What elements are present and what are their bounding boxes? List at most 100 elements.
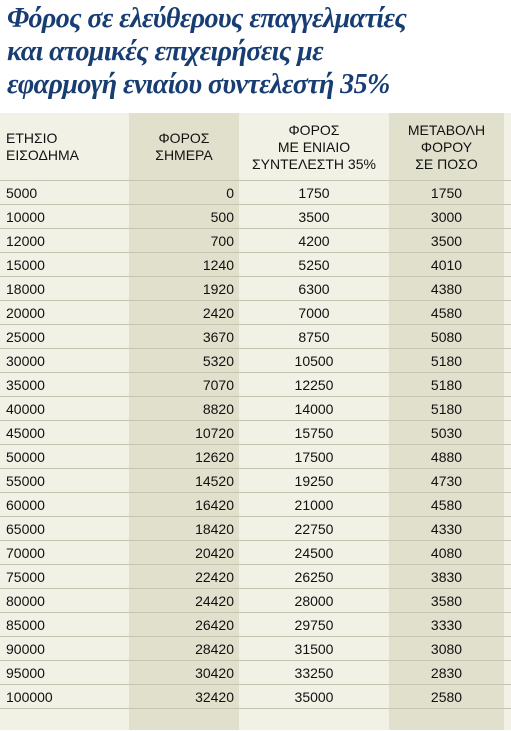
table-row: 100000 32420 35000 2580 xyxy=(0,685,511,709)
table-row: 85000 26420 29750 3330 xyxy=(0,613,511,637)
cell-tax-change: 4010 xyxy=(430,257,463,273)
cell-tax-change: 3500 xyxy=(430,233,463,249)
cell-current-tax: 16420 xyxy=(195,497,234,513)
table-row: 5000 0 1750 1750 xyxy=(0,181,511,205)
cell-flat-rate-tax: 4200 xyxy=(298,233,330,249)
cell-tax-change: 4580 xyxy=(430,497,463,513)
cell-tax-change: 5180 xyxy=(430,353,463,369)
header-current-tax: ΦΟΡΟΣ ΣΗΜΕΡΑ xyxy=(129,113,239,181)
row-divider xyxy=(0,708,511,709)
cell-flat-rate-tax: 26250 xyxy=(294,569,334,585)
header-income: ΕΤΗΣΙΟ ΕΙΣΟΔΗΜΑ xyxy=(6,113,126,181)
cell-flat-rate-tax: 24500 xyxy=(294,545,334,561)
table-row: 15000 1240 5250 4010 xyxy=(0,253,511,277)
cell-income: 90000 xyxy=(6,641,45,657)
cell-flat-rate-tax: 10500 xyxy=(294,353,334,369)
cell-current-tax: 30420 xyxy=(195,665,234,681)
cell-current-tax: 3670 xyxy=(202,329,234,345)
table-row: 30000 5320 10500 5180 xyxy=(0,349,511,373)
row-divider xyxy=(0,372,511,373)
cell-tax-change: 3580 xyxy=(430,593,463,609)
cell-income: 25000 xyxy=(6,329,45,345)
header-line: ΣΕ ΠΟΣΟ xyxy=(415,155,478,172)
cell-tax-change: 5180 xyxy=(430,401,463,417)
cell-flat-rate-tax: 33250 xyxy=(294,665,334,681)
title: Φόρος σε ελεύθερους επαγγελματίες και ατ… xyxy=(7,2,507,101)
cell-flat-rate-tax: 8750 xyxy=(298,329,330,345)
cell-tax-change: 5030 xyxy=(430,425,463,441)
cell-current-tax: 10720 xyxy=(195,425,234,441)
table-row: 75000 22420 26250 3830 xyxy=(0,565,511,589)
header-line: ΜΕΤΑΒΟΛΗ xyxy=(407,121,486,138)
header-flat-rate-tax: ΦΟΡΟΣ ΜΕ ΕΝΙΑΙΟ ΣΥΝΤΕΛΕΣΤΗ 35% xyxy=(239,113,389,181)
row-divider xyxy=(0,348,511,349)
cell-flat-rate-tax: 21000 xyxy=(294,497,334,513)
cell-income: 70000 xyxy=(6,545,45,561)
row-divider xyxy=(0,276,511,277)
cell-current-tax: 500 xyxy=(210,209,234,225)
cell-current-tax: 5320 xyxy=(202,353,234,369)
cell-tax-change: 5080 xyxy=(430,329,463,345)
header-line: ΦΟΡΟΣ xyxy=(288,121,340,138)
cell-income: 100000 xyxy=(6,689,53,705)
cell-income: 65000 xyxy=(6,521,45,537)
row-divider xyxy=(0,444,511,445)
cell-income: 40000 xyxy=(6,401,45,417)
row-divider xyxy=(0,516,511,517)
cell-flat-rate-tax: 5250 xyxy=(298,257,330,273)
cell-current-tax: 700 xyxy=(210,233,234,249)
table-row: 25000 3670 8750 5080 xyxy=(0,325,511,349)
row-divider xyxy=(0,588,511,589)
cell-tax-change: 4880 xyxy=(430,449,463,465)
cell-tax-change: 5180 xyxy=(430,377,463,393)
row-divider xyxy=(0,180,511,181)
header-line: ΕΤΗΣΙΟ xyxy=(6,130,58,146)
header-line: ΣΥΝΤΕΛΕΣΤΗ 35% xyxy=(252,155,376,172)
cell-flat-rate-tax: 22750 xyxy=(294,521,334,537)
cell-flat-rate-tax: 3500 xyxy=(298,209,330,225)
cell-income: 95000 xyxy=(6,665,45,681)
cell-current-tax: 24420 xyxy=(195,593,234,609)
cell-flat-rate-tax: 12250 xyxy=(294,377,334,393)
title-line: εφαρμογή ενιαίου συντελεστή 35% xyxy=(7,69,390,100)
cell-income: 15000 xyxy=(6,257,45,273)
row-divider xyxy=(0,540,511,541)
cell-tax-change: 4380 xyxy=(430,281,463,297)
cell-current-tax: 26420 xyxy=(195,617,234,633)
cell-income: 55000 xyxy=(6,473,45,489)
row-divider xyxy=(0,684,511,685)
table-row: 35000 7070 12250 5180 xyxy=(0,373,511,397)
row-divider xyxy=(0,660,511,661)
cell-income: 45000 xyxy=(6,425,45,441)
table-row: 95000 30420 33250 2830 xyxy=(0,661,511,685)
title-line: Φόρος σε ελεύθερους επαγγελματίες xyxy=(7,3,407,34)
header-line: ΣΗΜΕΡΑ xyxy=(155,147,213,163)
cell-tax-change: 3080 xyxy=(430,641,463,657)
cell-flat-rate-tax: 1750 xyxy=(298,185,330,201)
row-divider xyxy=(0,612,511,613)
row-divider xyxy=(0,252,511,253)
cell-income: 30000 xyxy=(6,353,45,369)
header-tax-change: ΜΕΤΑΒΟΛΗ ΦΟΡΟΥ ΣΕ ΠΟΣΟ xyxy=(389,113,504,181)
cell-income: 60000 xyxy=(6,497,45,513)
row-divider xyxy=(0,324,511,325)
row-divider xyxy=(0,420,511,421)
header-line: ΕΙΣΟΔΗΜΑ xyxy=(6,147,79,163)
table-row: 40000 8820 14000 5180 xyxy=(0,397,511,421)
cell-current-tax: 28420 xyxy=(195,641,234,657)
cell-income: 85000 xyxy=(6,617,45,633)
cell-income: 20000 xyxy=(6,305,45,321)
cell-current-tax: 22420 xyxy=(195,569,234,585)
table-row: 90000 28420 31500 3080 xyxy=(0,637,511,661)
cell-income: 10000 xyxy=(6,209,45,225)
table-row: 10000 500 3500 3000 xyxy=(0,205,511,229)
cell-tax-change: 3000 xyxy=(430,209,463,225)
data-table: ΕΤΗΣΙΟ ΕΙΣΟΔΗΜΑ ΦΟΡΟΣ ΣΗΜΕΡΑ ΦΟΡΟΣ ΜΕ ΕΝ… xyxy=(0,113,511,730)
table-row: 18000 1920 6300 4380 xyxy=(0,277,511,301)
header-line: ΦΟΡΟΥ xyxy=(420,138,473,155)
cell-current-tax: 14520 xyxy=(195,473,234,489)
cell-tax-change: 2580 xyxy=(430,689,463,705)
cell-current-tax: 0 xyxy=(226,185,234,201)
cell-flat-rate-tax: 35000 xyxy=(294,689,334,705)
